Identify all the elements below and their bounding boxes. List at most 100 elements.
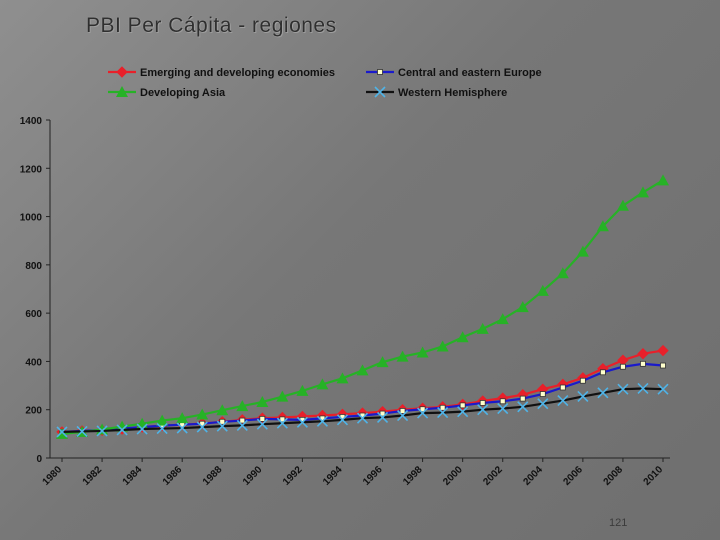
legend-swatch-marker — [377, 69, 383, 75]
y-tick-label: 0 — [36, 454, 42, 465]
x-tick-label: 1990 — [241, 464, 265, 488]
data-point — [657, 344, 669, 357]
y-tick-label: 200 — [25, 406, 42, 417]
data-point — [156, 414, 169, 426]
data-point — [437, 407, 449, 419]
y-tick-label: 400 — [25, 357, 42, 368]
data-point — [56, 426, 68, 438]
data-point — [439, 404, 446, 411]
data-point — [376, 411, 389, 424]
data-point — [556, 267, 569, 279]
data-point — [76, 425, 88, 438]
data-point — [239, 417, 246, 424]
data-point — [376, 356, 389, 368]
x-tick-label: 2000 — [441, 464, 465, 488]
data-point — [596, 220, 609, 232]
data-point — [216, 420, 228, 432]
data-point — [417, 407, 429, 419]
data-point — [399, 408, 406, 414]
data-point — [620, 363, 626, 370]
data-point — [657, 383, 669, 395]
series-layer — [56, 174, 669, 439]
y-tick-label: 600 — [25, 309, 42, 320]
data-point — [436, 340, 449, 352]
data-point — [236, 419, 248, 431]
data-point — [336, 372, 349, 384]
data-point — [557, 394, 569, 407]
legend-item: Emerging and developing economies — [108, 66, 335, 79]
page-number: 121 — [609, 517, 628, 529]
x-tick-label: 1988 — [201, 464, 225, 488]
data-point — [56, 427, 68, 439]
slide-title: PBI Per Cápita - regiones — [86, 14, 337, 37]
x-tick-label: 2010 — [642, 464, 666, 488]
data-point — [356, 364, 369, 376]
data-point — [660, 362, 666, 369]
x-tick-label: 1992 — [281, 464, 305, 488]
data-point — [617, 383, 629, 395]
legend-swatch-marker — [116, 86, 128, 97]
data-point — [517, 401, 529, 413]
data-point — [496, 313, 509, 325]
x-axis: 1980 1982 1984 1986 1988 1990 1992 1994 1996 1998… — [41, 457, 670, 488]
data-point — [597, 387, 609, 399]
data-point — [617, 354, 629, 366]
data-point — [296, 384, 309, 396]
data-point — [96, 425, 108, 437]
data-point — [236, 400, 249, 412]
data-point — [176, 412, 189, 424]
data-point — [136, 423, 148, 435]
legend-item: Western Hemisphere — [366, 86, 507, 99]
data-point — [459, 402, 466, 409]
series-line — [61, 349, 664, 434]
x-tick-label: 2002 — [481, 464, 505, 488]
data-point — [216, 404, 229, 416]
data-point — [456, 331, 469, 343]
x-tick-label: 2006 — [561, 464, 585, 488]
data-point — [296, 416, 308, 428]
x-tick-label: 1984 — [121, 464, 145, 488]
data-point — [539, 391, 546, 397]
data-point — [276, 390, 289, 402]
data-point — [256, 395, 269, 407]
x-tick-label: 1994 — [321, 464, 345, 488]
y-tick-label: 1200 — [20, 164, 43, 175]
data-point — [276, 417, 288, 429]
series-line — [61, 179, 664, 435]
y-tick-label: 1000 — [20, 213, 43, 224]
y-tick-label: 800 — [25, 261, 42, 272]
data-point — [259, 415, 266, 422]
y-axis: 0 200 400 600 800 1000 1200 1400 — [20, 116, 51, 465]
x-tick-label: 1980 — [41, 464, 65, 488]
data-point — [196, 421, 208, 433]
data-point — [116, 424, 128, 436]
legend-item: Central and eastern Europe — [366, 67, 542, 79]
data-point — [419, 406, 426, 413]
x-tick-label: 2008 — [602, 464, 626, 488]
data-point — [640, 360, 646, 367]
legend-swatch-marker — [116, 66, 128, 78]
series-western-hemisphere — [56, 382, 669, 438]
x-tick-label: 1982 — [81, 464, 105, 488]
data-point — [256, 418, 268, 430]
data-point — [477, 404, 489, 416]
data-point — [336, 414, 349, 426]
data-point — [559, 384, 566, 391]
legend-label: Western Hemisphere — [398, 87, 507, 99]
data-point — [637, 347, 649, 360]
legend-label: Developing Asia — [140, 87, 226, 99]
x-tick-label: 1986 — [161, 464, 185, 488]
series-developing-asia — [56, 174, 669, 439]
legend-swatch-marker — [374, 86, 386, 98]
data-point — [537, 398, 549, 410]
data-point — [519, 395, 526, 402]
x-tick-label: 2004 — [521, 464, 545, 488]
data-point — [279, 416, 286, 423]
data-point — [657, 174, 669, 186]
data-point — [379, 410, 386, 417]
data-point — [356, 412, 369, 424]
x-tick-label: 1998 — [401, 464, 425, 488]
legend-label: Emerging and developing economies — [140, 67, 335, 79]
y-tick-label: 1400 — [20, 116, 43, 127]
data-point — [156, 422, 168, 435]
